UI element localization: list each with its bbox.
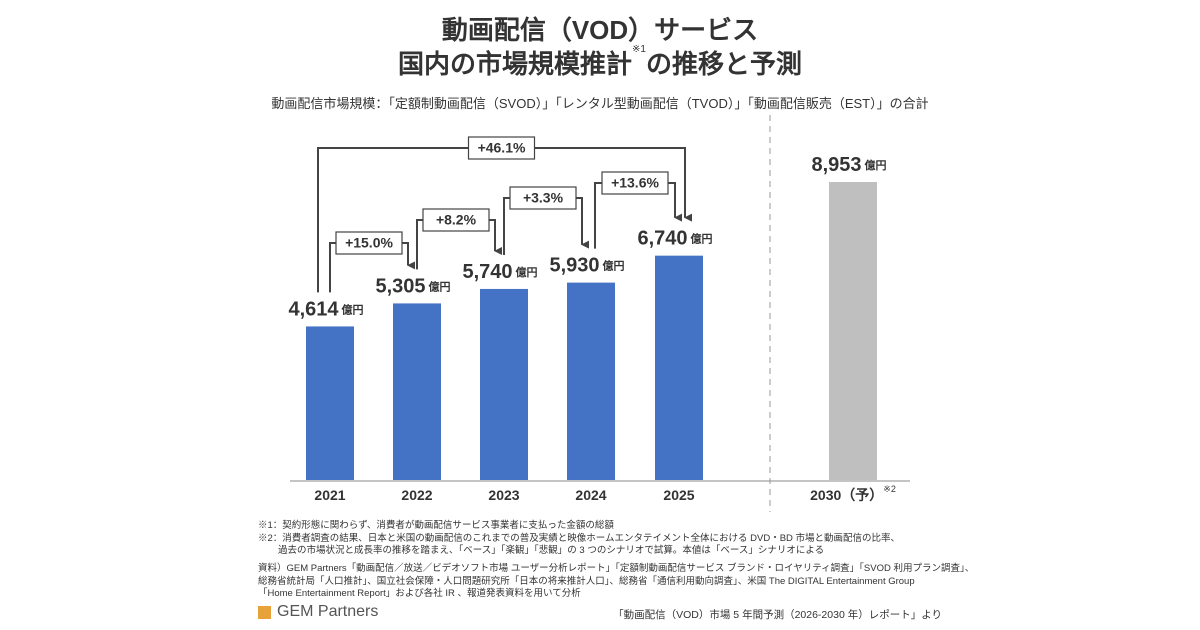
title-text: 国内の市場規模推計 [398, 49, 633, 79]
value-label: 5,740 億円 [462, 261, 537, 283]
note-line: ※1：契約形態に関わらず、消費者が動画配信サービス事業者に支払った金額の総額 [258, 520, 614, 531]
citation: 「動画配信（VOD）市場 5 年間予測（2026-2030 年）レポート」より [613, 609, 942, 621]
title-text: の推移と予測 [645, 49, 802, 79]
subtitle: 動画配信市場規模：「定額制動画配信（SVOD）」「レンタル型動画配信（TVOD）… [271, 96, 929, 111]
sources: 資料）GEM Partners「動画配信／放送／ビデオソフト市場 ユーザー分析レ… [258, 563, 974, 601]
unit: 億円 [691, 232, 713, 246]
unit: 億円 [516, 265, 538, 279]
annotation: +15.0% [345, 235, 393, 251]
bar [393, 303, 441, 480]
category: 2025 [663, 487, 694, 503]
value-label: 5,930 億円 [549, 255, 624, 277]
annotation: +46.1% [478, 140, 526, 156]
x-tick-label: 2030（予）※2 [810, 484, 896, 502]
bar [567, 282, 615, 480]
category: 2030（予） [810, 487, 883, 503]
value-label: 4,614 億円 [288, 299, 363, 321]
annotation: +13.6% [611, 175, 659, 191]
value-text: 5,740 [462, 261, 512, 283]
title: 動画配信（VOD）サービス [441, 15, 759, 45]
note-line: ※2：消費者調査の結果、日本と米国の動画配信のこれまでの普及実績と映像ホームエン… [258, 532, 901, 544]
value-text: 6,740 [637, 228, 687, 250]
category: 2023 [488, 487, 519, 503]
bar [306, 326, 354, 480]
annotation: +8.2% [436, 212, 477, 228]
x-tick-label: 2022 [401, 487, 432, 503]
x-tick-label: 2021 [314, 487, 345, 503]
category: 2024 [575, 487, 606, 503]
annotation-box [601, 171, 669, 195]
note-line: 過去の市場状況と成長率の推移を踏まえ、「ベース」「楽観」「悲観」の 3 つのシナ… [278, 545, 825, 556]
title-note: ※1 [632, 44, 646, 55]
annotation-box [422, 208, 490, 232]
unit: 億円 [342, 302, 364, 316]
value-text: 4,614 [288, 299, 339, 321]
logo-text: GEM Partners [277, 603, 379, 620]
bar [829, 182, 877, 480]
bar [655, 255, 703, 480]
x-tick-label: 2023 [488, 487, 519, 503]
title: 国内の市場規模推計※1の推移と予測 [0, 44, 1200, 81]
value-text: 5,305 [375, 276, 425, 298]
unit: 億円 [603, 259, 625, 273]
annotation-box [467, 136, 536, 160]
value-label: 8,953 億円 [811, 154, 886, 176]
annotation-box [335, 231, 403, 255]
unit: 億円 [429, 279, 451, 293]
x-tick-label: 2024 [575, 487, 606, 503]
logo: GEM Partners [258, 603, 378, 621]
value-label: 5,305 億円 [375, 276, 450, 298]
bar [480, 288, 528, 480]
note-line: 総務省統計局「人口推計」、国立社会保障・人口問題研究所「日本の将来推計人口」、総… [258, 575, 915, 587]
unit: 億円 [865, 158, 887, 172]
x-tick-label: 2025 [663, 487, 694, 503]
notes: ※1：契約形態に関わらず、消費者が動画配信サービス事業者に支払った金額の総額 ※2… [258, 520, 900, 558]
value-text: 8,953 [811, 154, 861, 176]
annotation: +3.3% [523, 190, 564, 206]
note-line: 「Home Entertainment Report」および各社 IR 、報道発… [258, 588, 581, 599]
annotation-box [509, 186, 577, 210]
category: 2022 [401, 487, 432, 503]
category: 2021 [314, 487, 345, 503]
value-text: 5,930 [549, 255, 599, 277]
category-note: ※2 [883, 484, 896, 494]
value-label: 6,740 億円 [637, 228, 712, 250]
note-line: 資料）GEM Partners「動画配信／放送／ビデオソフト市場 ユーザー分析レ… [258, 563, 975, 574]
